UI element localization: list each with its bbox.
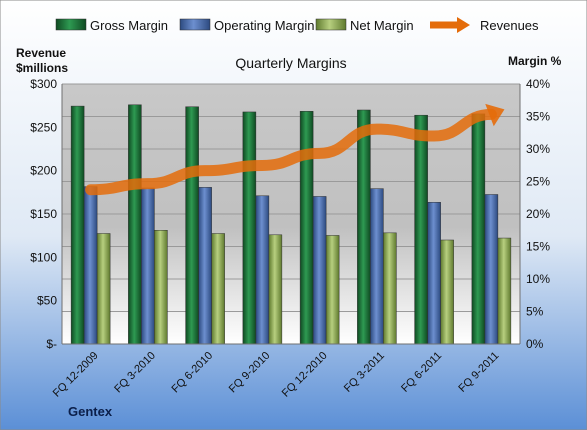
gross-margin-bar [128,104,142,345]
legend-arrow-icon [457,17,470,33]
net-margin-bar [268,234,283,345]
legend-label: Net Margin [350,18,414,33]
left-tick-label: $100 [30,250,57,264]
legend-swatch-net-margin [315,18,347,31]
gross-margin-bar [357,109,371,345]
chart-title: Quarterly Margins [235,55,346,71]
right-tick-label: 40% [526,77,550,91]
right-tick-label: 5% [526,305,544,319]
operating-margin-bar [427,202,441,345]
right-tick-label: 30% [526,142,550,156]
revenues-arrowhead [485,103,505,127]
right-tick-label: 20% [526,207,550,221]
net-margin-bar [211,233,225,345]
right-tick-label: 25% [526,175,550,189]
net-margin-bar [383,232,397,345]
left-tick-label: $150 [30,207,57,221]
operating-margin-bar [141,187,155,345]
revenues-line [85,108,497,196]
net-margin-bar [440,239,454,345]
footer-company-name: Gentex [68,404,113,419]
operating-margin-bar [484,194,499,345]
right-tick-label: 35% [526,110,550,124]
operating-margin-bar [312,196,327,345]
left-axis-title-line-2: $millions [16,61,68,75]
operating-margin-bar [83,186,98,345]
operating-margin-bar [255,195,270,345]
operating-margin-bar [370,188,384,345]
net-margin-bar [96,233,111,345]
right-tick-label: 15% [526,240,550,254]
gross-margin-bar [299,111,314,345]
left-tick-label: $250 [30,120,57,134]
gross-margin-bar [471,113,486,345]
left-tick-label: $300 [30,77,57,91]
gross-margin-bar [414,114,428,345]
gross-margin-bar [185,106,199,345]
legend-swatch-operating-margin [179,18,211,31]
right-tick-label: 10% [526,272,550,286]
revenue-line-layer [85,103,505,196]
net-margin-bar [497,237,512,345]
operating-margin-bar [198,187,212,345]
right-tick-label: 0% [526,337,544,351]
legend: Gross Margin Operating Margin Net Margin Re… [55,17,539,33]
left-axis-title-line-1: Revenue [16,46,66,60]
left-tick-label: $- [46,337,57,351]
legend-label: Revenues [480,18,539,33]
legend-label: Operating Margin [214,18,314,33]
left-tick-label: $200 [30,164,57,178]
right-axis-title: Margin % [508,54,562,68]
net-margin-bar [325,235,340,345]
net-margin-bar [154,230,168,345]
legend-swatch-gross-margin [55,18,87,31]
gross-margin-bar [242,111,257,345]
left-tick-label: $50 [37,294,57,308]
gross-margin-bar [70,105,85,345]
legend-label: Gross Margin [90,18,168,33]
